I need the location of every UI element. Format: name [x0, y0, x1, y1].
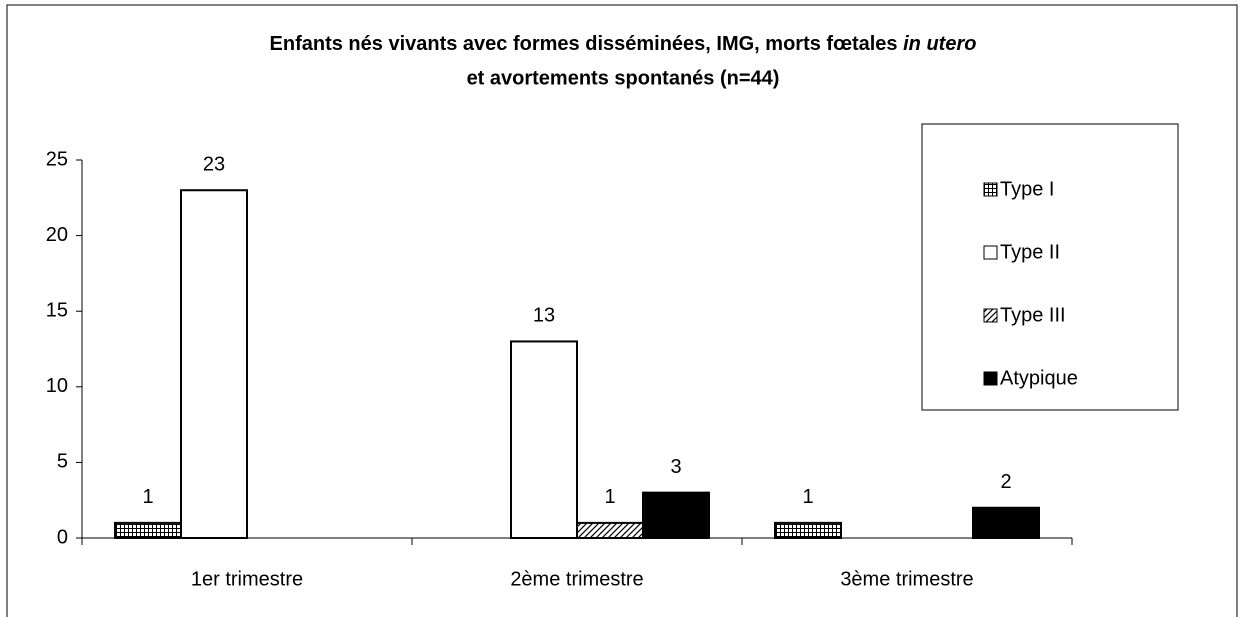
data-label: 23 — [203, 154, 225, 176]
y-tick-label: 15 — [46, 299, 68, 321]
x-tick-label: 3ème trimestre — [840, 568, 973, 590]
legend-swatch — [983, 371, 998, 386]
legend-label: Type III — [1000, 304, 1066, 326]
title-italic: in utero — [903, 33, 976, 55]
data-label: 13 — [533, 305, 555, 327]
bar — [180, 189, 248, 540]
data-label: 3 — [670, 456, 681, 478]
chart-title-line2: et avortements spontanés (n=44) — [467, 67, 780, 89]
bar — [510, 340, 578, 539]
legend-label: Atypique — [1000, 367, 1078, 389]
bar — [774, 521, 842, 540]
data-label: 1 — [802, 486, 813, 508]
legend-swatch — [983, 308, 998, 323]
data-label: 1 — [142, 486, 153, 508]
x-tick-label: 2ème trimestre — [510, 568, 643, 590]
title-line: Enfants nés vivants avec formes dissémin… — [270, 33, 898, 55]
legend — [921, 123, 1179, 411]
legend-swatch — [983, 182, 998, 197]
data-label: 1 — [604, 486, 615, 508]
y-tick-label: 25 — [46, 148, 68, 170]
x-tick-label: 1er trimestre — [191, 568, 303, 590]
y-tick-label: 5 — [57, 451, 68, 473]
y-tick-label: 0 — [57, 526, 68, 548]
bar — [642, 491, 710, 540]
legend-label: Type II — [1000, 241, 1060, 263]
bar — [576, 521, 644, 540]
bar — [972, 506, 1040, 540]
bar — [114, 521, 182, 540]
y-tick-label: 20 — [46, 224, 68, 246]
y-tick-label: 10 — [46, 375, 68, 397]
data-label: 2 — [1000, 471, 1011, 493]
legend-swatch — [983, 245, 998, 260]
chart-title: Enfants nés vivants avec formes dissémin… — [270, 33, 977, 55]
chart-frame — [6, 4, 1238, 617]
legend-label: Type I — [1000, 178, 1054, 200]
